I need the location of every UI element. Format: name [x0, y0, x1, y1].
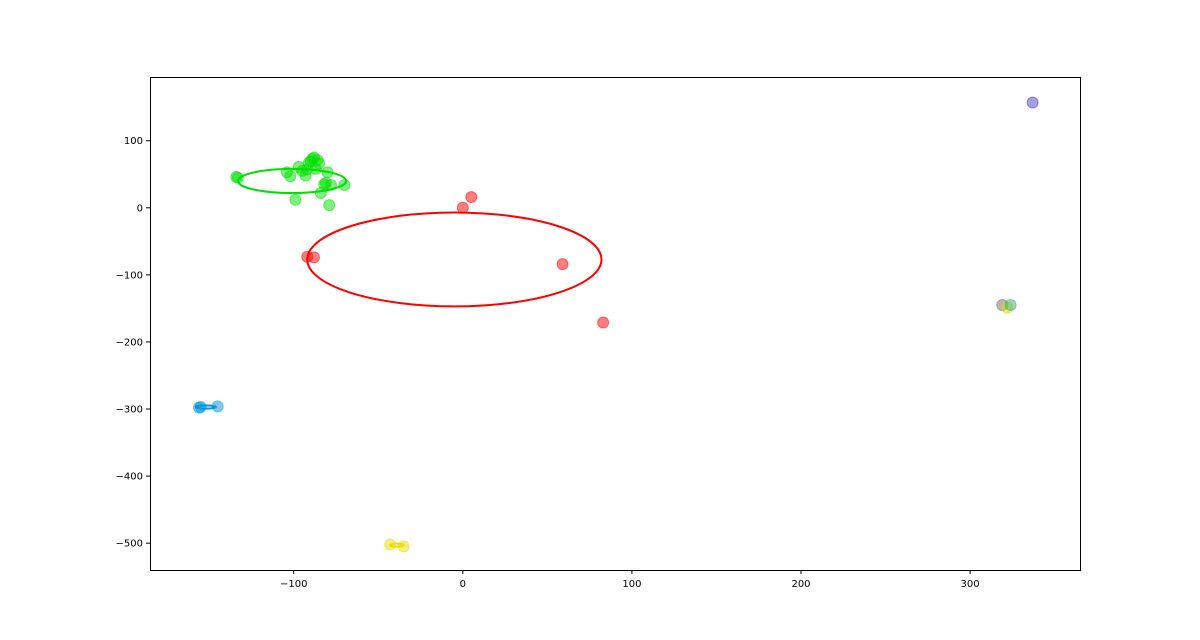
data-point [231, 171, 244, 184]
y-tick-label: −500 [116, 539, 143, 550]
data-point [465, 191, 478, 204]
y-tick-label: −400 [116, 472, 143, 483]
x-axis-ticks: −100 0 100 200 300 [280, 570, 980, 590]
data-point [397, 540, 410, 553]
data-point [284, 170, 297, 183]
x-tick-label: 300 [961, 579, 980, 590]
data-point [211, 400, 224, 413]
x-tick-label: −100 [280, 579, 307, 590]
data-point [323, 199, 336, 212]
data-point [456, 201, 469, 214]
data-point [324, 178, 337, 191]
data-point [384, 538, 397, 551]
data-point [321, 166, 334, 179]
data-point [597, 316, 610, 329]
plot-frame [150, 77, 1081, 571]
x-tick-label: 200 [791, 579, 810, 590]
data-point [194, 401, 207, 414]
data-point [1026, 96, 1039, 109]
y-tick-label: 100 [124, 136, 143, 147]
data-points [193, 96, 1039, 553]
y-tick-label: −100 [116, 270, 143, 281]
y-tick-label: −300 [116, 405, 143, 416]
y-tick-label: 0 [137, 203, 143, 214]
data-point [308, 251, 321, 264]
data-point [1004, 299, 1017, 312]
data-point [289, 193, 302, 206]
y-axis-ticks: 100 0 −100 −200 −300 −400 −500 [116, 136, 150, 550]
data-point [556, 258, 569, 271]
x-tick-label: 0 [460, 579, 466, 590]
y-tick-label: −200 [116, 337, 143, 348]
data-point [313, 157, 326, 170]
data-point [338, 178, 351, 191]
x-tick-label: 100 [622, 579, 641, 590]
